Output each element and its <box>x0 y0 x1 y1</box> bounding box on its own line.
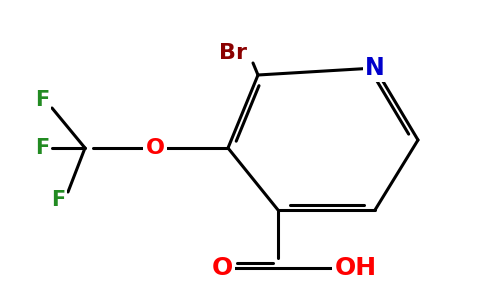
Text: F: F <box>35 138 49 158</box>
Text: F: F <box>51 190 65 210</box>
Text: O: O <box>146 138 165 158</box>
Text: O: O <box>212 256 233 280</box>
Text: Br: Br <box>219 43 247 63</box>
Text: N: N <box>365 56 385 80</box>
Text: OH: OH <box>335 256 377 280</box>
Text: F: F <box>35 90 49 110</box>
